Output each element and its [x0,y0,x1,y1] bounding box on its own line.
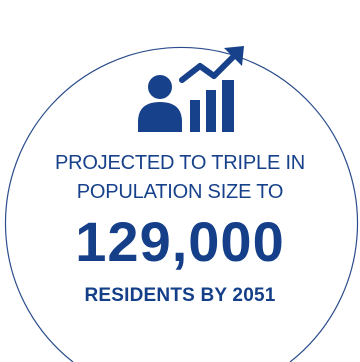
person-head-icon [148,75,172,99]
headline-line-2: POPULATION SIZE TO [76,181,284,203]
headline-line-1: PROJECTED TO TRIPLE IN [54,152,306,174]
person-body-icon [138,102,182,132]
bar-icon-2 [206,90,216,132]
residents-subline: RESIDENTS BY 2051 [84,285,276,306]
bar-icon-3 [222,80,234,132]
bar-icon-1 [190,100,200,132]
population-figure: 129,000 [75,210,285,273]
population-growth-icon [138,46,244,132]
trend-line-icon [179,51,239,83]
arrow-head-icon [224,46,244,66]
